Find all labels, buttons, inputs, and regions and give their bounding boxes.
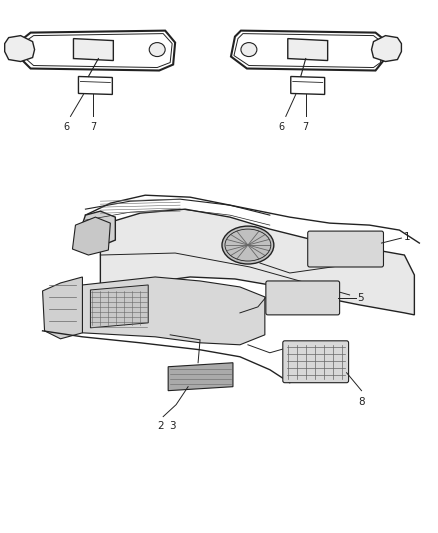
Text: 5: 5: [357, 293, 364, 303]
FancyBboxPatch shape: [308, 231, 384, 267]
Text: 3: 3: [169, 421, 176, 431]
Polygon shape: [82, 277, 265, 345]
Polygon shape: [24, 34, 172, 68]
Polygon shape: [21, 30, 175, 70]
Polygon shape: [5, 36, 35, 61]
Text: 7: 7: [90, 123, 96, 132]
Polygon shape: [291, 77, 325, 94]
Text: 7: 7: [303, 123, 309, 132]
Text: 1: 1: [403, 232, 410, 242]
FancyBboxPatch shape: [283, 341, 349, 383]
Polygon shape: [234, 34, 382, 68]
FancyBboxPatch shape: [266, 281, 339, 315]
Polygon shape: [371, 36, 401, 61]
Polygon shape: [42, 277, 82, 339]
Polygon shape: [90, 285, 148, 328]
Polygon shape: [288, 38, 328, 61]
Text: 8: 8: [358, 397, 365, 407]
Polygon shape: [74, 38, 113, 61]
Ellipse shape: [222, 226, 274, 264]
Ellipse shape: [149, 43, 165, 56]
Text: 2: 2: [157, 421, 163, 431]
Text: 6: 6: [279, 123, 285, 132]
Polygon shape: [231, 30, 385, 70]
Polygon shape: [81, 211, 115, 247]
Polygon shape: [168, 363, 233, 391]
Polygon shape: [78, 77, 112, 94]
Polygon shape: [100, 209, 414, 315]
Text: 6: 6: [64, 123, 70, 132]
Polygon shape: [72, 217, 110, 255]
Ellipse shape: [241, 43, 257, 56]
